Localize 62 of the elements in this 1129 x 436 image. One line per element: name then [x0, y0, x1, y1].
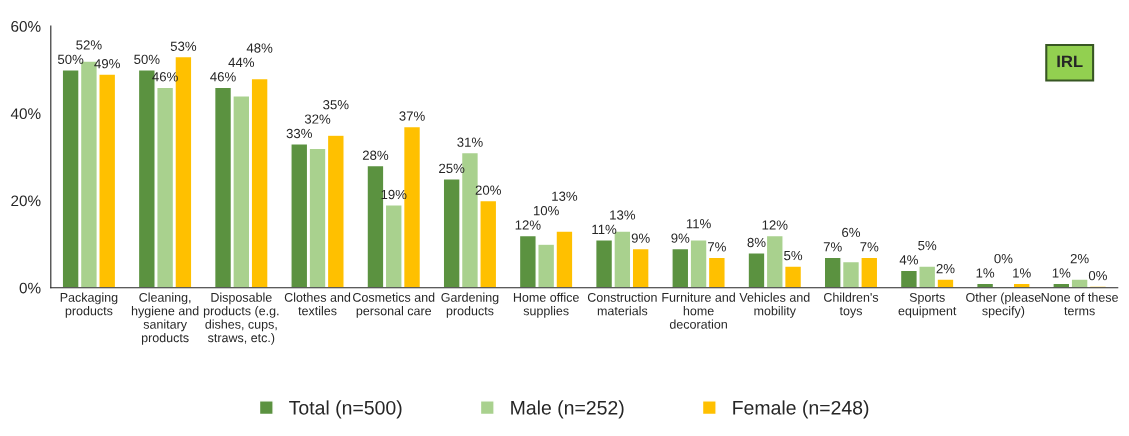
data-label: 2% — [936, 263, 955, 274]
data-label: 12% — [762, 220, 788, 230]
data-label: 31% — [457, 137, 483, 147]
data-label: 8% — [747, 237, 766, 248]
x-tick-label: Sports equipment — [898, 292, 957, 318]
data-label: 13% — [610, 210, 636, 220]
data-label: 28% — [362, 150, 389, 160]
legend-label: Total (n=500) — [289, 400, 402, 419]
data-label: 7% — [860, 242, 879, 252]
y-tick-label: 0% — [19, 282, 41, 294]
data-label: 2% — [1070, 253, 1089, 264]
data-label: 53% — [170, 41, 197, 51]
data-label: 5% — [918, 240, 937, 251]
annotation: IRL — [1057, 55, 1083, 68]
data-label: 10% — [533, 205, 559, 216]
data-label: 49% — [94, 59, 120, 69]
data-label: 11% — [592, 224, 617, 234]
data-label: 12% — [515, 220, 541, 230]
data-label: 50% — [57, 54, 84, 65]
data-label: 52% — [76, 40, 102, 50]
x-tick-label: Cosmetics and personal care — [353, 292, 435, 318]
data-label: 1% — [976, 268, 995, 278]
data-label: 9% — [631, 233, 650, 243]
data-label: 44% — [228, 57, 255, 68]
data-label: 9% — [671, 233, 690, 243]
data-label: 1% — [1052, 268, 1071, 278]
x-tick-label: Gardening products — [441, 292, 499, 318]
data-label: 25% — [439, 163, 465, 174]
x-tick-label: Clothes and textiles — [284, 292, 351, 316]
data-label: 33% — [286, 128, 312, 139]
x-tick-label: Vehicles and mobility — [739, 292, 810, 318]
data-label: 20% — [475, 185, 501, 195]
data-label: 48% — [246, 43, 273, 53]
data-label: 7% — [708, 242, 726, 252]
data-label: 5% — [784, 250, 803, 261]
legend-label: Male (n=252) — [511, 400, 624, 419]
data-label: 11% — [686, 219, 711, 229]
data-label: 1% — [1013, 268, 1031, 278]
x-tick-label: Home office supplies — [513, 292, 579, 318]
data-label: 13% — [552, 191, 578, 201]
data-label: 0% — [994, 253, 1013, 264]
data-label: 0% — [1088, 270, 1107, 281]
y-tick-label: 40% — [10, 108, 41, 120]
x-tick-label: Cleaning, hygiene and sanitary products — [131, 292, 199, 345]
x-tick-label: Construction materials — [587, 292, 657, 316]
data-label: 4% — [899, 255, 918, 265]
data-label: 32% — [304, 114, 331, 124]
x-tick-label: Disposable products (e.g. dishes, cups, straws, etc.) — [203, 292, 279, 345]
data-label: 35% — [323, 100, 349, 110]
y-tick-label: 20% — [11, 195, 41, 207]
legend-label: Female (n=248) — [733, 400, 869, 419]
data-label: 37% — [399, 111, 425, 121]
data-label: 46% — [210, 72, 236, 82]
data-label: 6% — [842, 227, 861, 238]
x-tick-label: Children's toys — [824, 292, 879, 318]
x-tick-label: Furniture and home decoration — [662, 292, 735, 329]
y-tick-label: 60% — [11, 21, 41, 32]
x-tick-label: Packaging products — [60, 292, 118, 318]
data-label: 7% — [823, 242, 842, 252]
data-label: 50% — [134, 54, 160, 65]
x-tick-label: Other (please specify) — [966, 292, 1041, 318]
x-tick-label: None of these terms — [1041, 292, 1118, 316]
